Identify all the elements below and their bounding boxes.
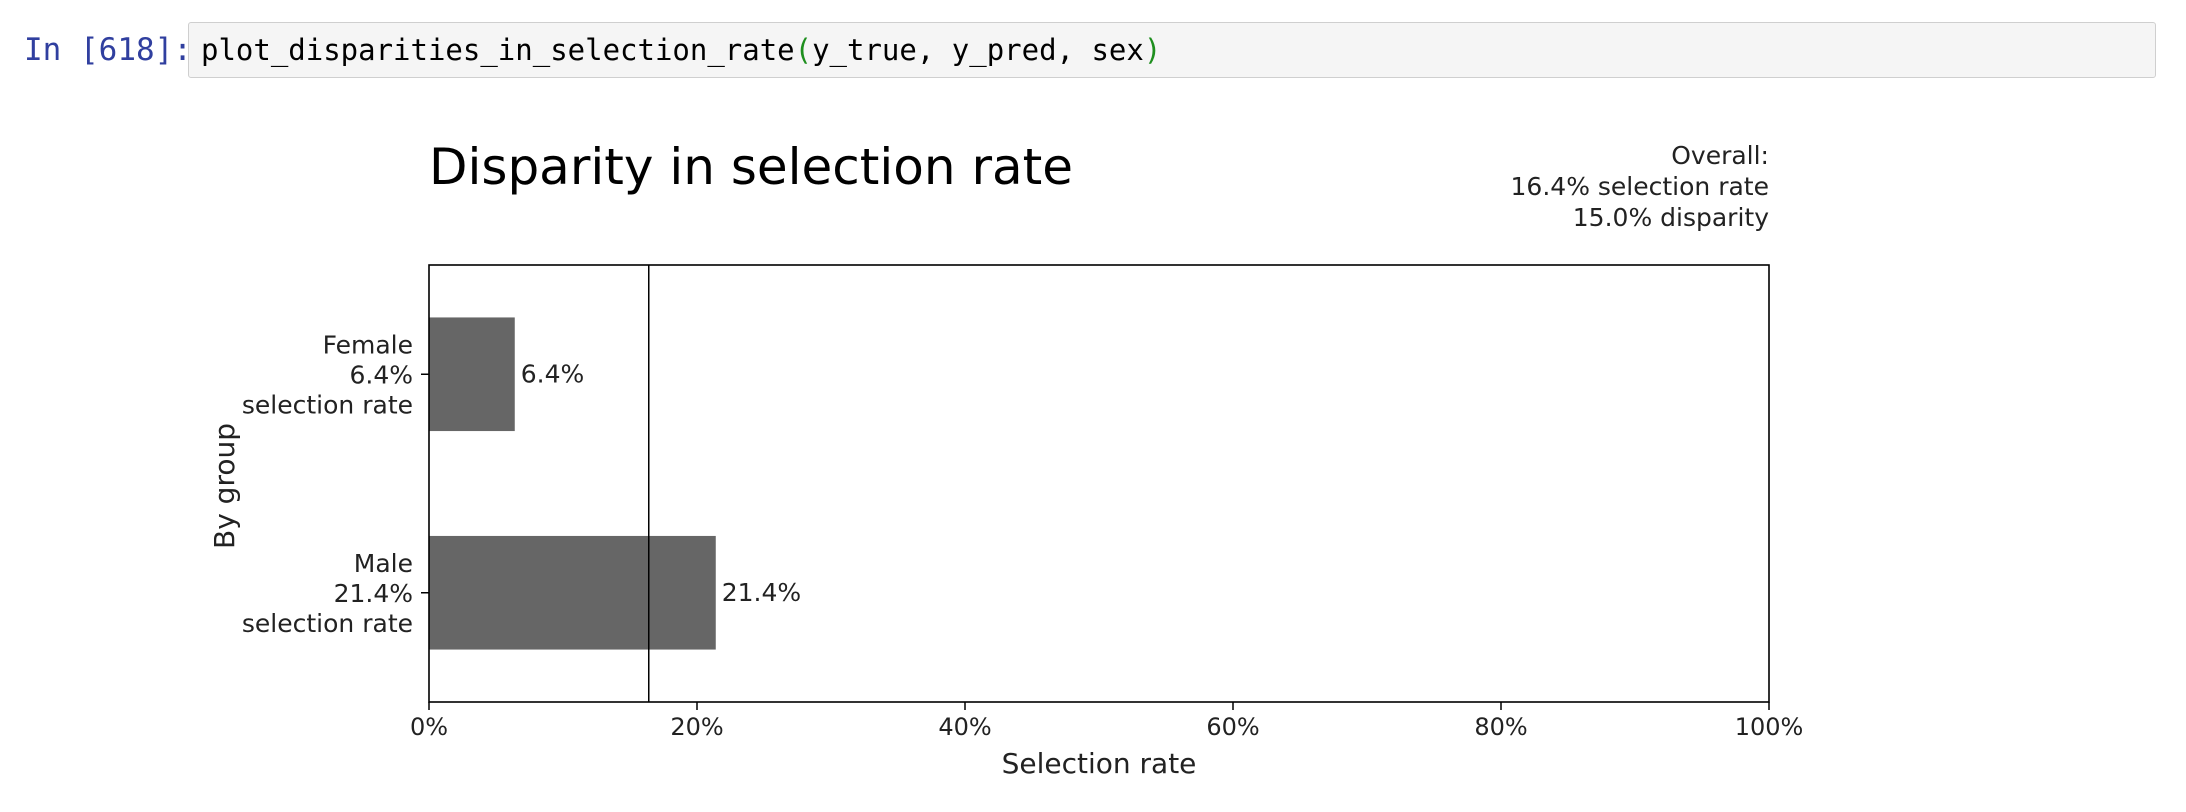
x-tick-label-2: 40% bbox=[938, 713, 991, 741]
x-tick-label-1: 20% bbox=[670, 713, 723, 741]
bar-male bbox=[429, 535, 716, 650]
y-tick-label-female-line2: 6.4% bbox=[349, 360, 413, 389]
y-axis-label: By group bbox=[208, 423, 241, 549]
chart-title: Disparity in selection rate bbox=[429, 138, 1073, 196]
overall-summary-line3: 15.0% disparity bbox=[1573, 203, 1769, 232]
selection-rate-chart: Disparity in selection rate Overall: 16.… bbox=[208, 138, 1803, 780]
y-tick-label-female-line1: Female bbox=[323, 330, 413, 359]
y-tick-label-male-line2: 21.4% bbox=[334, 579, 413, 608]
code-arguments: y_true, y_pred, sex bbox=[812, 33, 1144, 67]
bar-female bbox=[429, 317, 515, 432]
code-input[interactable]: plot_disparities_in_selection_rate(y_tru… bbox=[188, 22, 2156, 78]
x-axis-label: Selection rate bbox=[1002, 747, 1197, 780]
overall-summary-line2: 16.4% selection rate bbox=[1511, 172, 1769, 201]
bar-value-label-male: 21.4% bbox=[722, 578, 801, 607]
y-tick-label-male-line3: selection rate bbox=[242, 609, 413, 638]
y-tick-label-male-line1: Male bbox=[354, 549, 413, 578]
x-tick-label-5: 100% bbox=[1735, 713, 1804, 741]
overall-summary-line1: Overall: bbox=[1671, 141, 1769, 170]
x-tick-label-4: 80% bbox=[1474, 713, 1527, 741]
input-prompt: In [618]: bbox=[24, 32, 192, 68]
x-tick-label-0: 0% bbox=[410, 713, 448, 741]
y-tick-label-female-line3: selection rate bbox=[242, 390, 413, 419]
code-line: plot_disparities_in_selection_rate(y_tru… bbox=[201, 30, 1161, 70]
bar-value-label-female: 6.4% bbox=[521, 359, 585, 388]
code-close-paren: ) bbox=[1143, 33, 1162, 67]
code-open-paren: ( bbox=[794, 33, 813, 67]
x-tick-label-3: 60% bbox=[1206, 713, 1259, 741]
code-function-name: plot_disparities_in_selection_rate bbox=[201, 33, 795, 67]
axes-frame bbox=[428, 264, 1770, 703]
cell-output: Disparity in selection rate Overall: 16.… bbox=[188, 120, 1888, 800]
